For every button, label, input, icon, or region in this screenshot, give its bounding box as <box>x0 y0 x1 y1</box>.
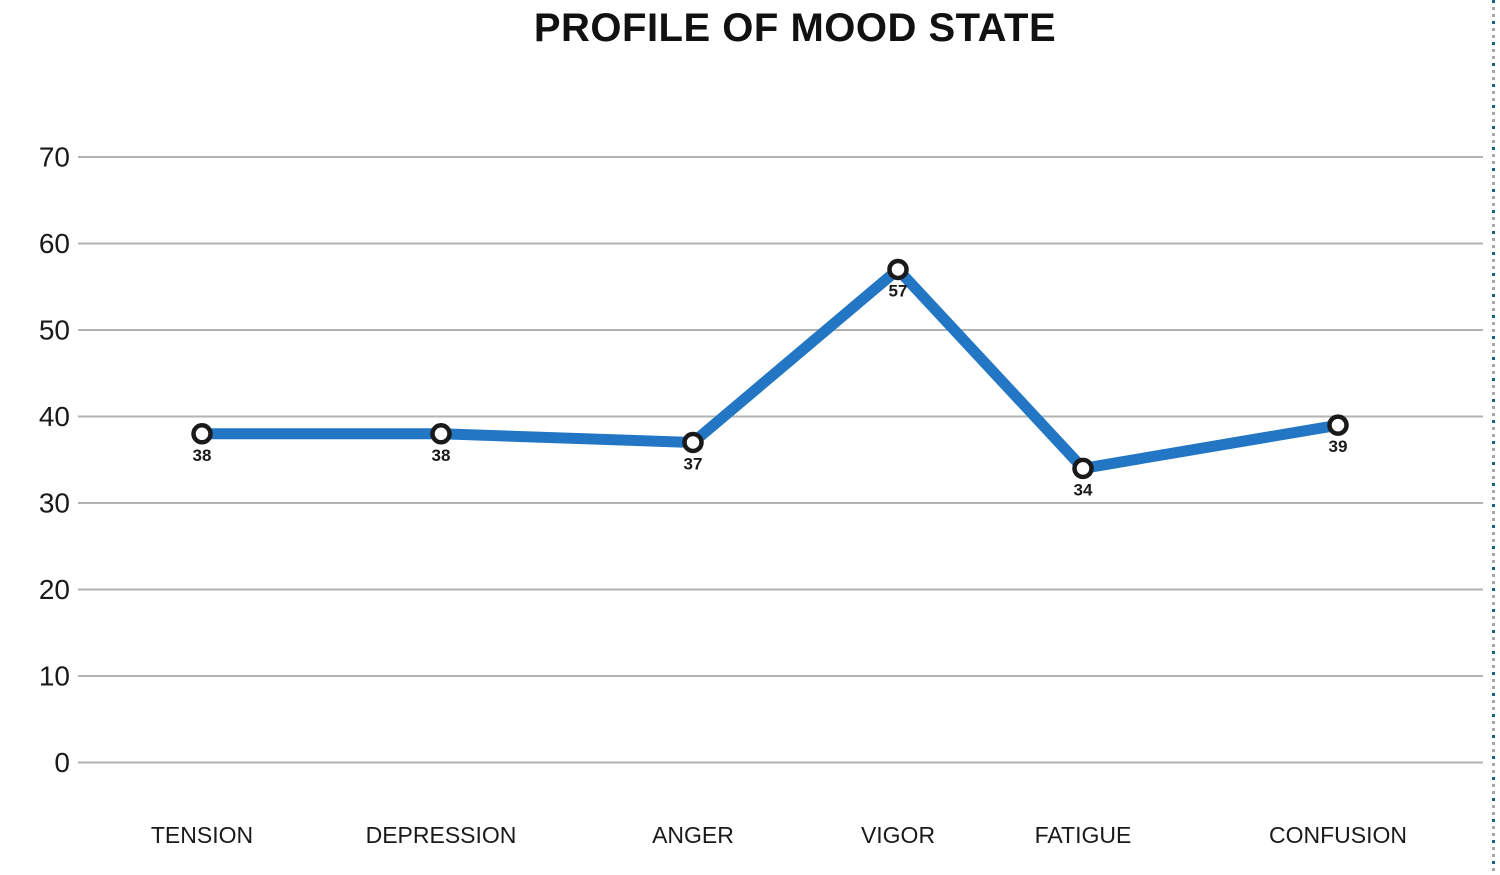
data-point-marker <box>430 423 452 445</box>
y-tick-label: 10 <box>39 661 70 692</box>
x-category-label: ANGER <box>652 822 734 848</box>
data-point-marker <box>887 258 909 281</box>
data-point-label: 37 <box>684 454 703 473</box>
chart-title: PROFILE OF MOOD STATE <box>533 6 1057 50</box>
x-category-label: VIGOR <box>861 822 935 848</box>
series-line <box>196 263 1344 474</box>
y-tick-label: 70 <box>39 142 70 173</box>
data-point-label: 39 <box>1329 437 1348 456</box>
data-point-marker <box>682 431 704 454</box>
y-tick-label: 30 <box>39 488 70 519</box>
y-tick-label: 60 <box>39 228 70 259</box>
y-tick-label: 0 <box>54 747 70 778</box>
x-category-label: DEPRESSION <box>366 822 517 848</box>
data-point-label: 34 <box>1074 480 1093 499</box>
y-tick-label: 20 <box>39 574 70 605</box>
page-break-indicator <box>1492 0 1495 875</box>
data-point-marker <box>1327 414 1349 436</box>
data-point-marker <box>191 423 213 445</box>
y-tick-label: 50 <box>39 315 70 346</box>
x-category-label: CONFUSION <box>1269 822 1407 848</box>
data-point-label: 57 <box>889 281 908 300</box>
y-tick-label: 40 <box>39 401 70 432</box>
data-point-label: 38 <box>193 446 212 465</box>
x-category-label: TENSION <box>151 822 253 848</box>
data-point-marker <box>1072 457 1094 480</box>
data-point-label: 38 <box>432 446 451 465</box>
x-category-label: FATIGUE <box>1035 822 1132 848</box>
